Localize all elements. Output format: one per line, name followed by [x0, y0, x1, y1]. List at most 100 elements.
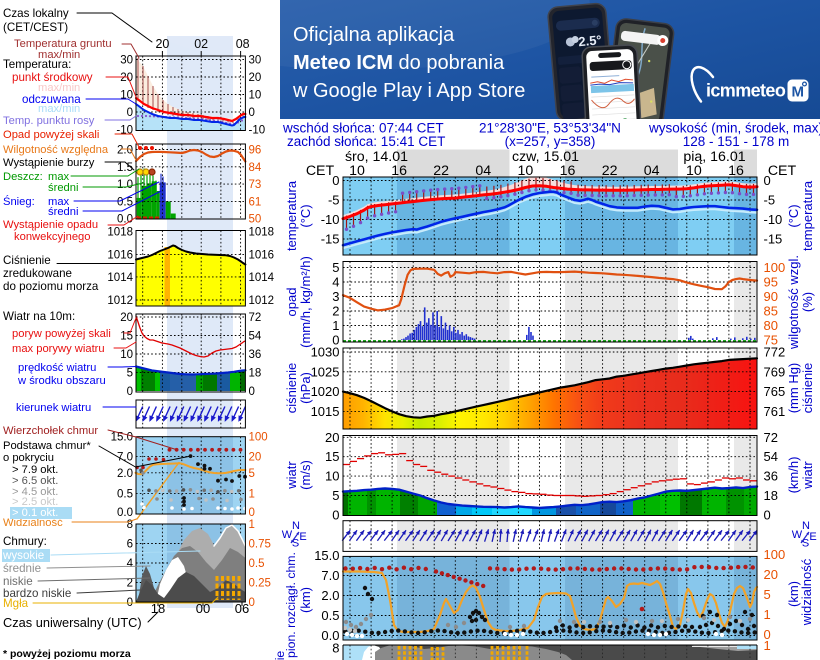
svg-text:5: 5 [249, 468, 255, 480]
svg-text:0.5: 0.5 [321, 608, 339, 623]
svg-text:zachmurzenie: zachmurzenie [273, 651, 287, 660]
svg-text:0: 0 [764, 627, 771, 642]
svg-text:1014: 1014 [249, 272, 275, 284]
svg-text:ciśnienie: ciśnienie [800, 363, 815, 414]
svg-text:8: 8 [127, 519, 133, 531]
svg-text:22: 22 [433, 163, 449, 179]
svg-text:1014: 1014 [107, 272, 133, 284]
svg-text:kierunek wiatru: kierunek wiatru [16, 402, 91, 414]
svg-text:72: 72 [764, 430, 778, 445]
svg-text:84: 84 [249, 162, 262, 174]
svg-text:1.0: 1.0 [117, 179, 133, 191]
svg-text:5: 5 [332, 488, 339, 503]
svg-text:-5: -5 [764, 193, 776, 208]
svg-text:(m/s): (m/s) [298, 460, 313, 490]
svg-text:4: 4 [127, 558, 134, 570]
svg-text:N: N [292, 520, 300, 532]
svg-text:prędkość wiatru: prędkość wiatru [18, 362, 96, 374]
svg-text:max/min: max/min [38, 82, 80, 94]
svg-text:1020: 1020 [311, 384, 340, 399]
svg-text:0: 0 [127, 107, 133, 119]
svg-text:(mm/h, kg/m²/h): (mm/h, kg/m²/h) [298, 256, 313, 348]
svg-text:1: 1 [249, 519, 255, 531]
svg-text:1016: 1016 [249, 250, 275, 262]
svg-text:ciśnienie: ciśnienie [284, 363, 299, 414]
svg-text:73: 73 [249, 179, 262, 191]
svg-text:1: 1 [764, 607, 771, 622]
svg-text:max/min: max/min [38, 103, 80, 115]
svg-text:04: 04 [475, 163, 491, 179]
svg-text:765: 765 [764, 384, 786, 399]
svg-text:> 7.9 okt.: > 7.9 okt. [12, 464, 58, 476]
svg-text:1: 1 [332, 318, 339, 333]
svg-text:10: 10 [120, 349, 133, 361]
svg-text:10: 10 [325, 469, 339, 484]
svg-text:1030: 1030 [311, 345, 340, 360]
svg-text:Widzialność: Widzialność [3, 517, 63, 529]
svg-text:769: 769 [764, 364, 786, 379]
svg-text:5: 5 [764, 587, 771, 602]
svg-text:Temperatura:: Temperatura: [3, 58, 71, 71]
svg-text:0: 0 [764, 173, 771, 188]
svg-text:15: 15 [120, 331, 133, 343]
svg-text:100: 100 [249, 431, 268, 443]
svg-text:0: 0 [764, 507, 771, 522]
svg-text:00: 00 [196, 601, 210, 616]
svg-text:0.0: 0.0 [321, 628, 339, 643]
svg-text:> 0.1 okt.: > 0.1 okt. [12, 507, 58, 519]
svg-text:0: 0 [249, 597, 255, 609]
svg-text:36: 36 [764, 469, 778, 484]
svg-text:80: 80 [764, 318, 778, 333]
svg-text:w środku obszaru: w środku obszaru [17, 375, 106, 387]
svg-text:1.5: 1.5 [117, 162, 133, 174]
svg-text:1: 1 [249, 488, 255, 500]
svg-text:-15: -15 [764, 232, 783, 247]
svg-text:10: 10 [518, 163, 534, 179]
svg-text:(°C): (°C) [298, 204, 313, 227]
svg-text:Deszcz:: Deszcz: [3, 171, 43, 183]
svg-text:0.5: 0.5 [117, 196, 133, 208]
svg-text:(CET/CEST): (CET/CEST) [3, 21, 68, 34]
svg-text:temperatura: temperatura [800, 180, 815, 251]
svg-text:50: 50 [249, 214, 262, 226]
svg-text:20: 20 [120, 72, 133, 84]
svg-text:100: 100 [764, 547, 786, 562]
svg-text:15.0: 15.0 [314, 548, 339, 563]
svg-text:bardzo niskie: bardzo niskie [3, 587, 71, 600]
svg-text:(km): (km) [298, 587, 313, 613]
svg-text:Czas lokalny: Czas lokalny [3, 7, 69, 20]
svg-text:54: 54 [249, 331, 262, 343]
svg-text:Wiatr na 10m:: Wiatr na 10m: [3, 310, 75, 323]
svg-text:pią, 16.01: pią, 16.01 [683, 149, 745, 165]
svg-text:0: 0 [332, 507, 339, 522]
svg-text:54: 54 [764, 449, 778, 464]
svg-text:72: 72 [249, 312, 262, 324]
svg-text:śro, 14.01: śro, 14.01 [345, 149, 408, 165]
svg-text:E: E [809, 531, 816, 543]
svg-text:Chmury:: Chmury: [3, 535, 47, 548]
svg-text:2.0: 2.0 [117, 145, 133, 157]
svg-text:16: 16 [560, 163, 576, 179]
svg-text:0: 0 [332, 333, 339, 348]
svg-text:2.5°: 2.5° [578, 32, 603, 49]
svg-text:6: 6 [127, 539, 133, 551]
svg-text:> 6.5 okt.: > 6.5 okt. [12, 475, 58, 487]
svg-text:20: 20 [120, 312, 133, 324]
svg-text:poryw powyżej skali: poryw powyżej skali [12, 328, 111, 340]
svg-text:(x=257, y=358): (x=257, y=358) [505, 134, 596, 149]
svg-text:20: 20 [249, 72, 262, 84]
svg-text:E: E [299, 531, 306, 543]
svg-text:0: 0 [127, 386, 133, 398]
svg-text:0: 0 [249, 107, 255, 119]
svg-text:Mgła: Mgła [3, 597, 29, 610]
svg-text:Wierzchołek chmur: Wierzchołek chmur [3, 425, 98, 437]
svg-text:M: M [792, 84, 805, 101]
svg-text:(km): (km) [786, 581, 801, 607]
svg-text:100: 100 [764, 260, 786, 275]
svg-text:04: 04 [644, 163, 660, 179]
svg-text:0.75: 0.75 [249, 539, 271, 551]
svg-text:-5: -5 [328, 193, 340, 208]
svg-text:Czas uniwersalny (UTC): Czas uniwersalny (UTC) [3, 615, 142, 630]
svg-text:15: 15 [325, 449, 339, 464]
svg-text:1015: 1015 [311, 404, 340, 419]
